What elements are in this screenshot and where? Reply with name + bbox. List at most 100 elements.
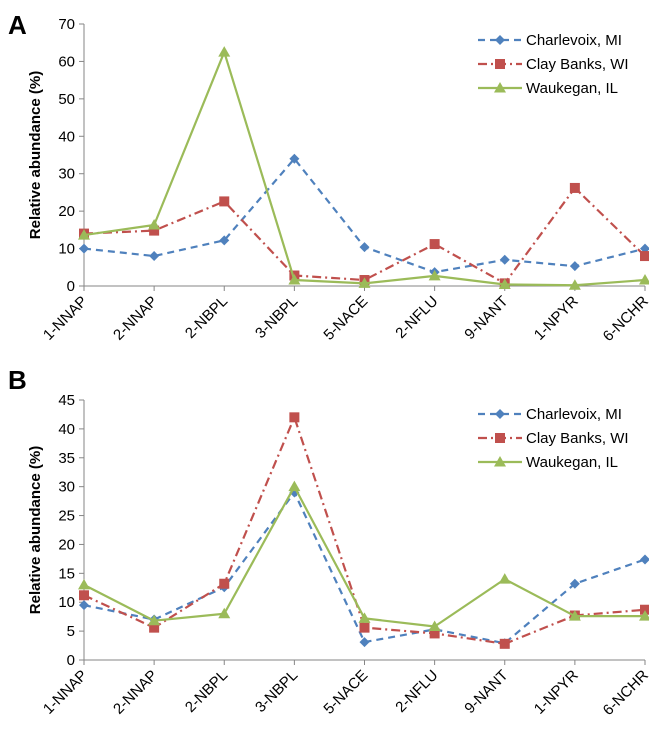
- y-tick-label: 15: [58, 565, 75, 582]
- y-tick-label: 45: [58, 392, 75, 409]
- data-point: [148, 614, 161, 626]
- legend-label: Waukegan, IL: [526, 80, 618, 97]
- x-tick-label: 5-NACE: [320, 667, 371, 718]
- data-point: [288, 480, 301, 492]
- legend: Charlevoix, MI Clay Banks, WI Waukegan, IL: [478, 406, 629, 471]
- legend-label: Waukegan, IL: [526, 454, 618, 471]
- x-tick-label: 2-NBPL: [182, 667, 231, 716]
- data-point: [569, 578, 580, 589]
- data-point: [358, 612, 371, 623]
- y-tick-label: 40: [58, 128, 75, 145]
- y-tick-label: 50: [58, 91, 75, 108]
- panel-a: A 0 10 20 30 40 50 60 70 1-NNAP 2-NNAP 2-NBPL 3-NBPL…: [8, 10, 649, 345]
- data-point: [219, 578, 230, 589]
- series-line: [83, 157, 646, 274]
- data-point: [639, 274, 649, 285]
- data-point: [219, 196, 230, 207]
- x-tick-label: 5-NACE: [320, 293, 371, 344]
- legend-label: Clay Banks, WI: [526, 56, 629, 73]
- y-tick-label: 30: [58, 166, 75, 183]
- data-point: [498, 573, 511, 584]
- x-tick-label: 3-NBPL: [252, 293, 301, 342]
- data-point: [569, 182, 580, 193]
- legend-label: Clay Banks, WI: [526, 430, 629, 447]
- y-tick-label: 0: [67, 652, 75, 669]
- x-tick-label: 3-NBPL: [252, 667, 301, 716]
- y-tick-label: 60: [58, 53, 75, 70]
- y-tick-label: 5: [67, 623, 75, 640]
- panel-b: B 0 5 10 15 20 25 30 35 40 45 1-NNAP 2-NNAP 2-NBPL 3-N…: [8, 365, 649, 719]
- x-tick-label: 1-NNAP: [40, 293, 91, 344]
- y-tick-label: 25: [58, 508, 75, 525]
- series-2: [78, 480, 649, 631]
- data-point: [429, 239, 440, 250]
- data-point: [428, 620, 441, 631]
- y-tick-label: 10: [58, 594, 75, 611]
- data-point: [568, 610, 581, 621]
- data-point: [428, 269, 441, 281]
- y-tick-label: 20: [58, 536, 75, 553]
- data-point: [78, 578, 90, 590]
- panel-letter: B: [8, 365, 27, 395]
- x-tick-label: 2-NNAP: [110, 667, 161, 718]
- legend-label: Charlevoix, MI: [526, 32, 622, 49]
- x-tick-label: 2-NFLU: [392, 667, 441, 716]
- data-point: [149, 622, 160, 633]
- x-tick-label: 9-NANT: [461, 667, 511, 717]
- data-point: [149, 251, 160, 262]
- x-tick-label: 1-NPYR: [531, 293, 582, 344]
- data-point: [218, 607, 231, 619]
- legend-marker: [495, 409, 505, 419]
- x-tick-label: 1-NPYR: [531, 667, 582, 718]
- legend-label: Charlevoix, MI: [526, 406, 622, 423]
- data-point: [499, 638, 510, 649]
- data-point: [568, 279, 581, 290]
- data-point: [639, 610, 649, 621]
- x-tick-label: 2-NFLU: [392, 293, 441, 342]
- y-axis-label: Relative abundance (%): [27, 71, 44, 239]
- data-point: [78, 229, 90, 240]
- legend-marker: [495, 35, 505, 45]
- data-point: [289, 153, 300, 164]
- legend-marker: [495, 59, 505, 69]
- data-point: [359, 242, 370, 253]
- y-tick-label: 40: [58, 421, 75, 438]
- data-point: [288, 274, 301, 285]
- data-point: [359, 622, 370, 633]
- data-point: [79, 243, 89, 254]
- data-point: [79, 590, 89, 601]
- data-point: [498, 278, 511, 290]
- y-tick-label: 0: [67, 278, 75, 295]
- series-line: [83, 485, 645, 628]
- data-point: [499, 254, 510, 265]
- data-point: [359, 637, 370, 648]
- legend-marker: [494, 82, 506, 93]
- data-point: [569, 261, 580, 272]
- series-0: [79, 153, 649, 278]
- x-tick-label: 6-NCHR: [600, 293, 649, 345]
- y-tick-label: 10: [58, 241, 75, 258]
- legend-marker: [494, 456, 506, 467]
- data-point: [640, 251, 649, 262]
- y-tick-label: 20: [58, 203, 75, 220]
- y-tick-label: 30: [58, 479, 75, 496]
- x-tick-label: 2-NBPL: [182, 293, 231, 342]
- data-point: [640, 554, 649, 565]
- x-tick-label: 6-NCHR: [600, 667, 649, 719]
- y-tick-label: 70: [58, 16, 75, 33]
- data-point: [219, 235, 230, 246]
- data-point: [640, 604, 649, 615]
- data-point: [429, 628, 440, 639]
- x-tick-label: 2-NNAP: [110, 293, 161, 344]
- legend: Charlevoix, MI Clay Banks, WI Waukegan, IL: [478, 32, 629, 97]
- series-line: [83, 186, 646, 285]
- x-tick-label: 1-NNAP: [40, 667, 91, 718]
- data-point: [148, 218, 161, 230]
- data-point: [289, 412, 300, 423]
- data-point: [79, 600, 89, 611]
- data-point: [149, 225, 160, 236]
- data-point: [358, 277, 371, 288]
- series-2: [78, 46, 649, 290]
- y-axis-label: Relative abundance (%): [27, 446, 44, 614]
